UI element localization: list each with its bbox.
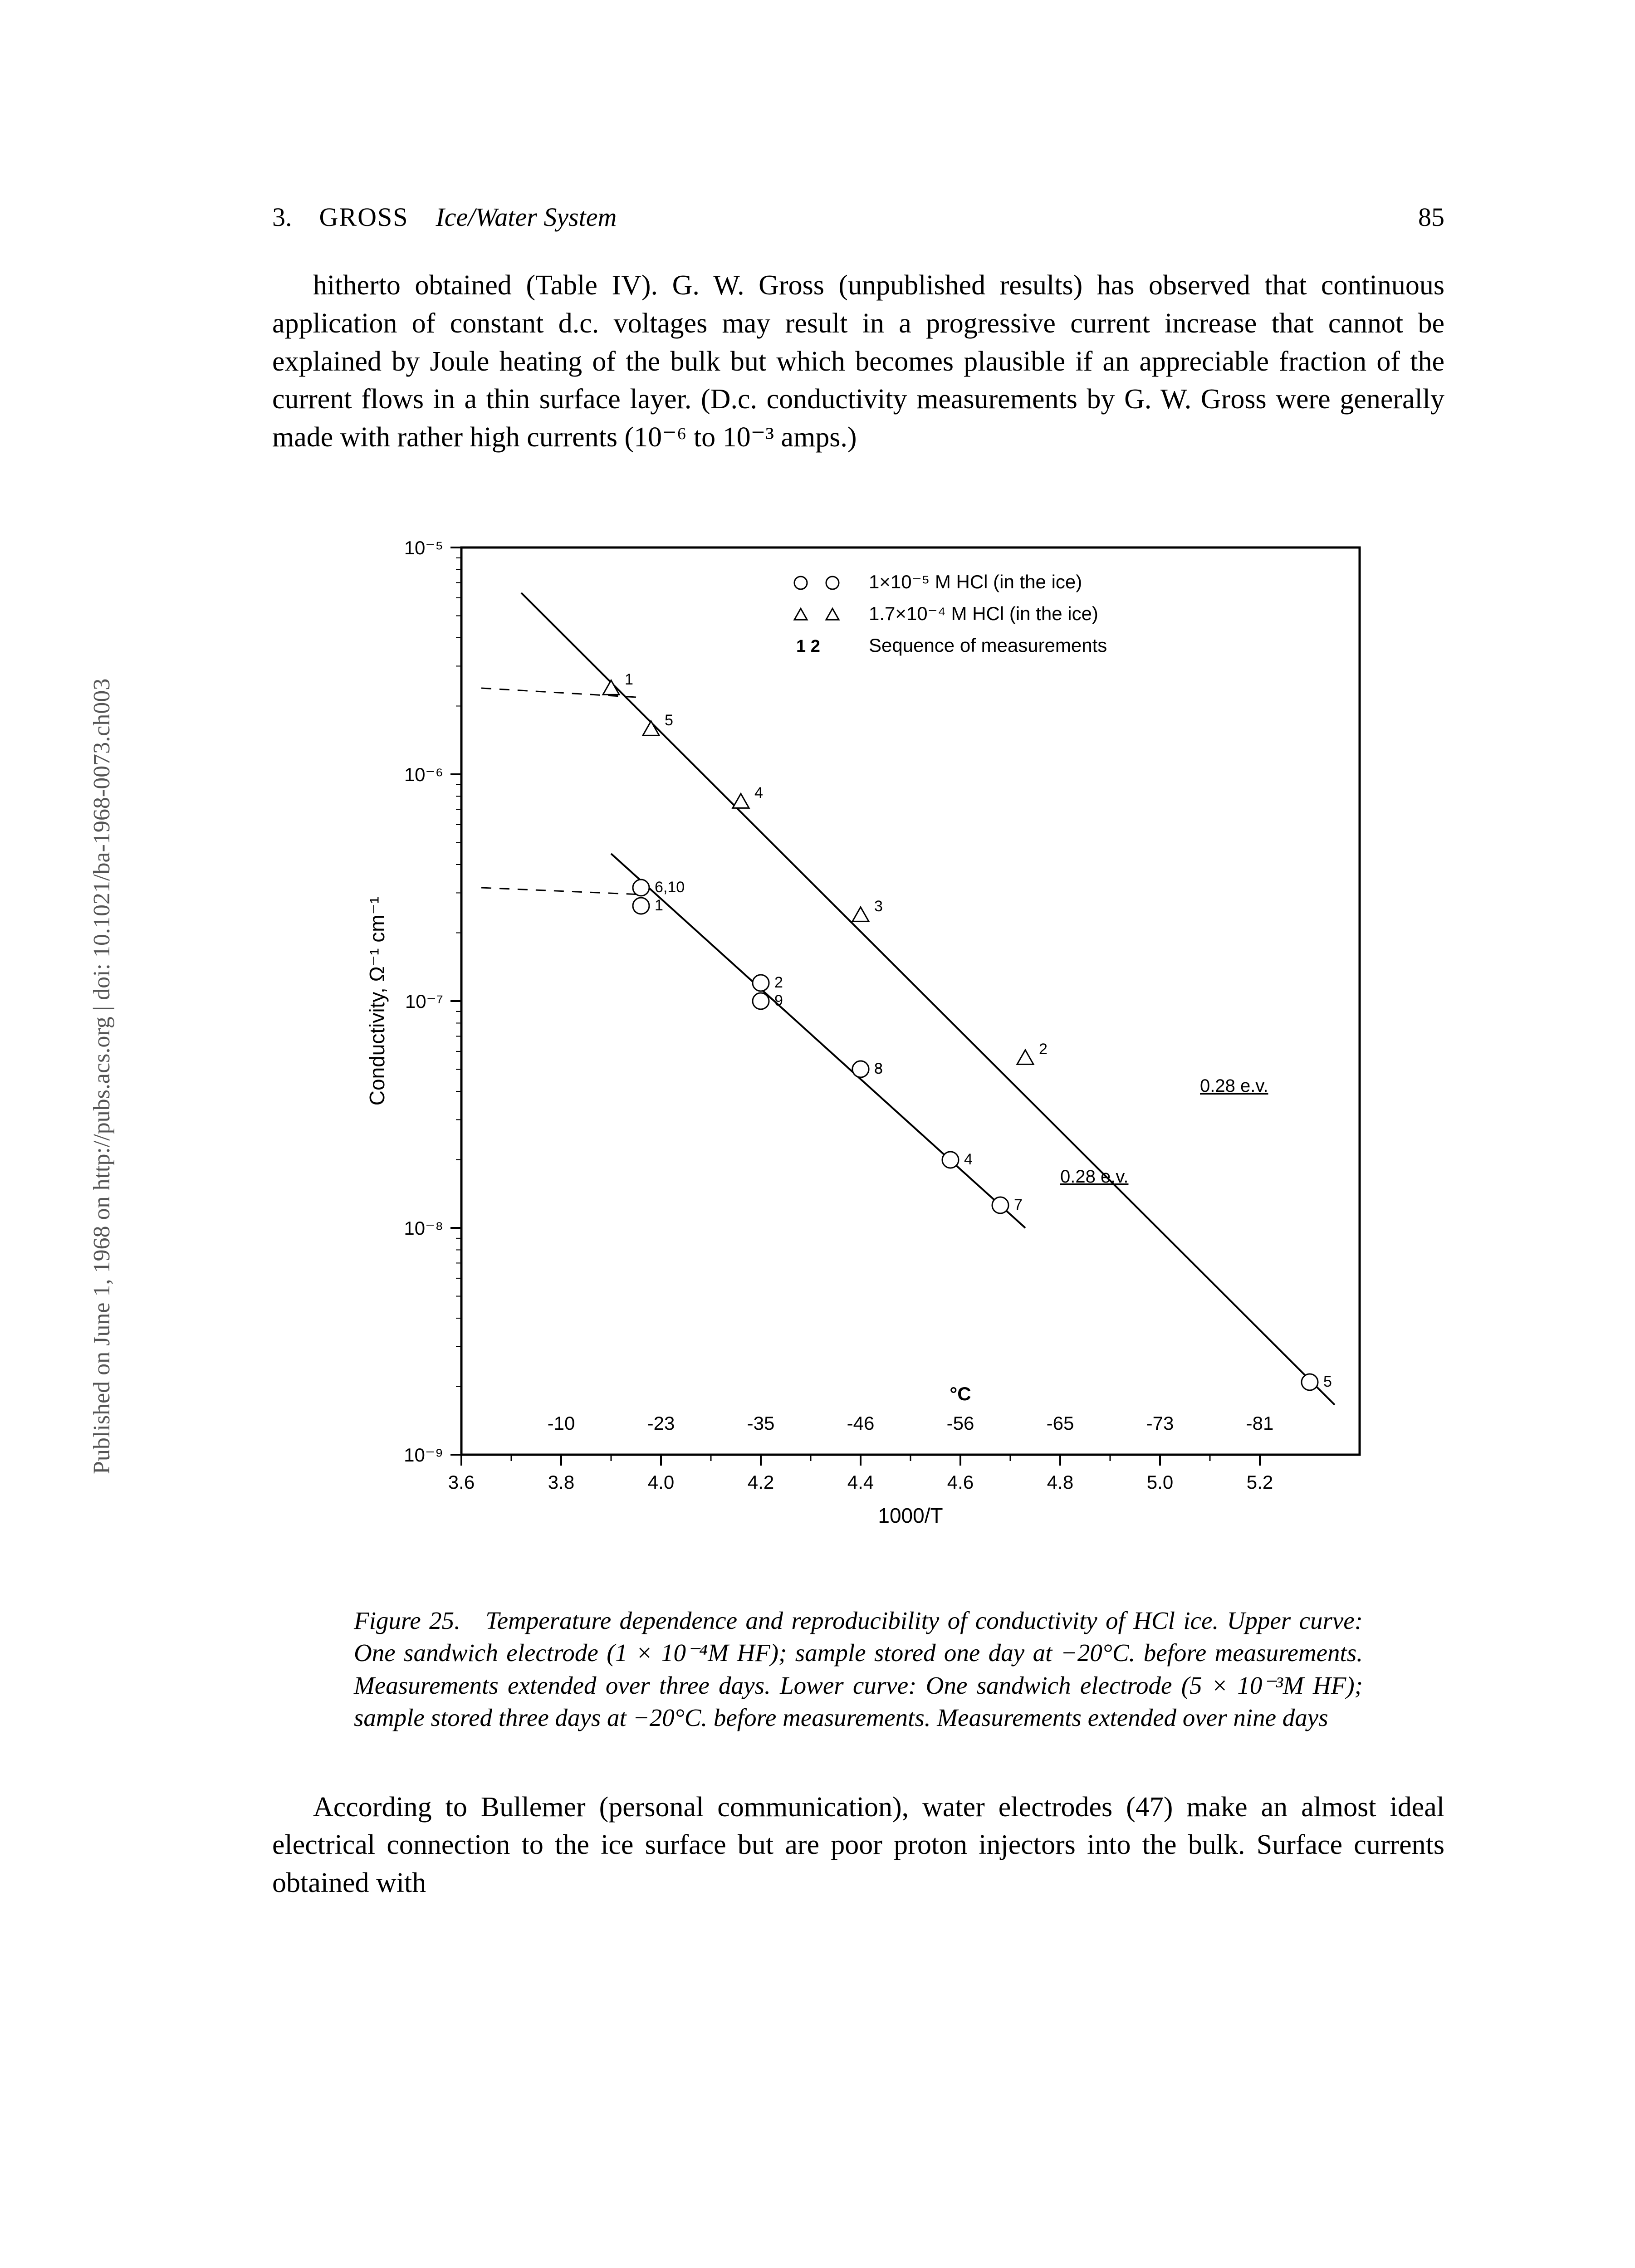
- svg-text:3.8: 3.8: [548, 1471, 574, 1493]
- svg-text:1: 1: [625, 671, 633, 688]
- figure-caption: Figure 25. Temperature dependence and re…: [354, 1604, 1363, 1734]
- caption-lead: Figure 25.: [354, 1607, 460, 1634]
- page-number: 85: [1418, 200, 1444, 235]
- svg-text:10⁻⁶: 10⁻⁶: [404, 764, 443, 785]
- svg-text:9: 9: [774, 992, 783, 1009]
- svg-text:Conductivity, Ω⁻¹ cm⁻¹: Conductivity, Ω⁻¹ cm⁻¹: [365, 897, 389, 1105]
- svg-text:7: 7: [1014, 1196, 1023, 1213]
- svg-text:3: 3: [874, 898, 883, 915]
- svg-text:10⁻⁷: 10⁻⁷: [405, 991, 443, 1012]
- svg-text:4.2: 4.2: [748, 1471, 774, 1493]
- figure-svg: 10⁻⁵ 10⁻⁶ 10⁻⁷ 10⁻⁸ 10⁻⁹3.6 3.8 4.0 4.2 4.4 4.6 4.…: [325, 511, 1391, 1577]
- figure-25: 10⁻⁵ 10⁻⁶ 10⁻⁷ 10⁻⁸ 10⁻⁹3.6 3.8 4.0 4.2 4.4 4.6 4.…: [325, 511, 1391, 1577]
- svg-text:°C: °C: [950, 1383, 971, 1404]
- svg-text:0.28 e.v.: 0.28 e.v.: [1060, 1167, 1128, 1187]
- svg-text:2: 2: [774, 974, 783, 991]
- svg-text:-35: -35: [747, 1413, 775, 1434]
- svg-text:4.6: 4.6: [947, 1471, 974, 1493]
- svg-text:10⁻⁹: 10⁻⁹: [404, 1444, 443, 1466]
- svg-text:6,10: 6,10: [655, 879, 685, 896]
- svg-text:-65: -65: [1047, 1413, 1074, 1434]
- running-author: GROSS: [319, 200, 409, 235]
- svg-text:1×10⁻⁵ M HCl (in the ice): 1×10⁻⁵ M HCl (in the ice): [869, 571, 1082, 592]
- svg-text:4: 4: [754, 784, 763, 802]
- svg-text:-73: -73: [1146, 1413, 1174, 1434]
- svg-text:10⁻⁸: 10⁻⁸: [404, 1217, 443, 1239]
- svg-text:2: 2: [1039, 1041, 1048, 1058]
- svg-text:5.2: 5.2: [1247, 1471, 1273, 1493]
- svg-text:-46: -46: [847, 1413, 875, 1434]
- svg-text:5: 5: [1323, 1373, 1332, 1390]
- svg-text:4.8: 4.8: [1047, 1471, 1073, 1493]
- svg-text:-23: -23: [647, 1413, 675, 1434]
- svg-text:-56: -56: [947, 1413, 974, 1434]
- svg-text:4.0: 4.0: [648, 1471, 674, 1493]
- svg-text:8: 8: [874, 1060, 883, 1077]
- svg-text:1.7×10⁻⁴ M HCl (in the ice): 1.7×10⁻⁴ M HCl (in the ice): [869, 603, 1098, 624]
- svg-text:4.4: 4.4: [847, 1471, 874, 1493]
- body-paragraph-2: According to Bullemer (personal communic…: [272, 1789, 1444, 1902]
- svg-text:3.6: 3.6: [448, 1471, 475, 1493]
- svg-text:5.0: 5.0: [1147, 1471, 1173, 1493]
- caption-body: Temperature dependence and reproducibili…: [354, 1607, 1363, 1732]
- running-head: 3. GROSS Ice/Water System 85: [272, 200, 1444, 235]
- sidebar-citation: Published on June 1, 1968 on http://pubs…: [86, 679, 118, 1474]
- svg-text:1: 1: [655, 897, 663, 914]
- svg-text:4: 4: [964, 1151, 973, 1168]
- svg-text:0.28 e.v.: 0.28 e.v.: [1200, 1076, 1268, 1096]
- running-title: Ice/Water System: [436, 200, 617, 235]
- svg-text:Sequence of measurements: Sequence of measurements: [869, 635, 1107, 656]
- chapter-number: 3.: [272, 200, 292, 235]
- svg-text:10⁻⁵: 10⁻⁵: [404, 537, 443, 558]
- svg-text:-10: -10: [548, 1413, 575, 1434]
- body-paragraph-1: hitherto obtained (Table IV). G. W. Gros…: [272, 267, 1444, 456]
- svg-text:5: 5: [665, 712, 673, 729]
- svg-text:1000/T: 1000/T: [878, 1504, 943, 1527]
- svg-text:1 2: 1 2: [796, 637, 820, 656]
- svg-text:-81: -81: [1246, 1413, 1274, 1434]
